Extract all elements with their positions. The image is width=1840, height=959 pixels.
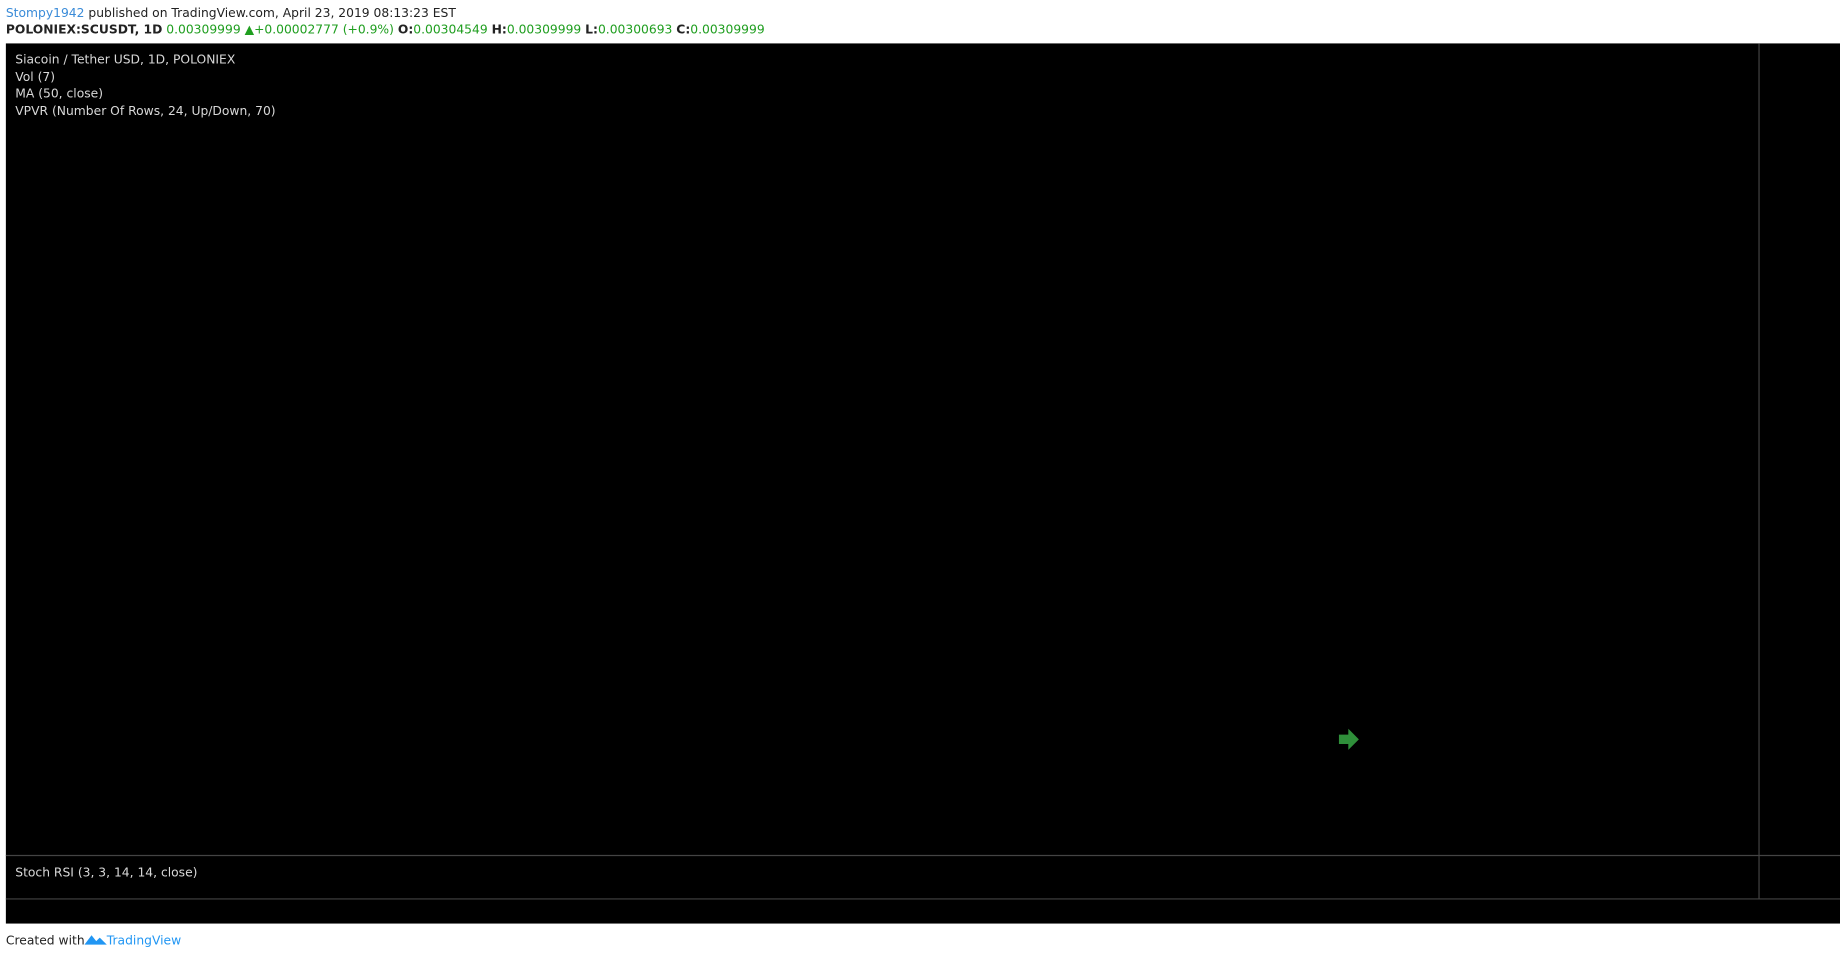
publish-line: Stompy1942 published on TradingView.com,…: [6, 5, 456, 19]
brand-logo: [84, 935, 107, 945]
stoch-title: Stoch RSI (3, 3, 14, 14, close): [15, 866, 197, 880]
ohlc-value: 0.00309999: [507, 22, 581, 36]
footer-brand[interactable]: TradingView: [106, 934, 181, 948]
ohlc-value: 0.00309999: [690, 22, 764, 36]
ohlc-label: L:: [585, 22, 598, 36]
symbol: POLONIEX:SCUSDT, 1D: [6, 22, 162, 36]
arrow-marker: [1338, 728, 1359, 750]
ohlc-value: 0.00300693: [598, 22, 672, 36]
indicator-label: VPVR (Number Of Rows, 24, Up/Down, 70): [15, 104, 275, 118]
ohlc-label: O:: [398, 22, 413, 36]
arrow: ▲: [245, 22, 255, 36]
footer-text: Created with: [6, 934, 85, 948]
chart-title: Siacoin / Tether USD, 1D, POLONIEX: [15, 52, 236, 66]
change: +0.00002777 (+0.9%): [254, 22, 394, 36]
author[interactable]: Stompy1942: [6, 5, 85, 19]
published: published on TradingView.com, April 23, …: [88, 5, 456, 19]
ohlc-label: H:: [492, 22, 507, 36]
price: 0.00309999: [166, 22, 240, 36]
ohlc-label: C:: [676, 22, 690, 36]
chart-background: [5, 43, 1840, 924]
symbol-line: POLONIEX:SCUSDT, 1D 0.00309999 ▲+0.00002…: [6, 22, 765, 36]
ohlc-value: 0.00304549: [413, 22, 487, 36]
indicator-label: Vol (7): [15, 70, 55, 84]
indicator-label: MA (50, close): [15, 86, 103, 100]
